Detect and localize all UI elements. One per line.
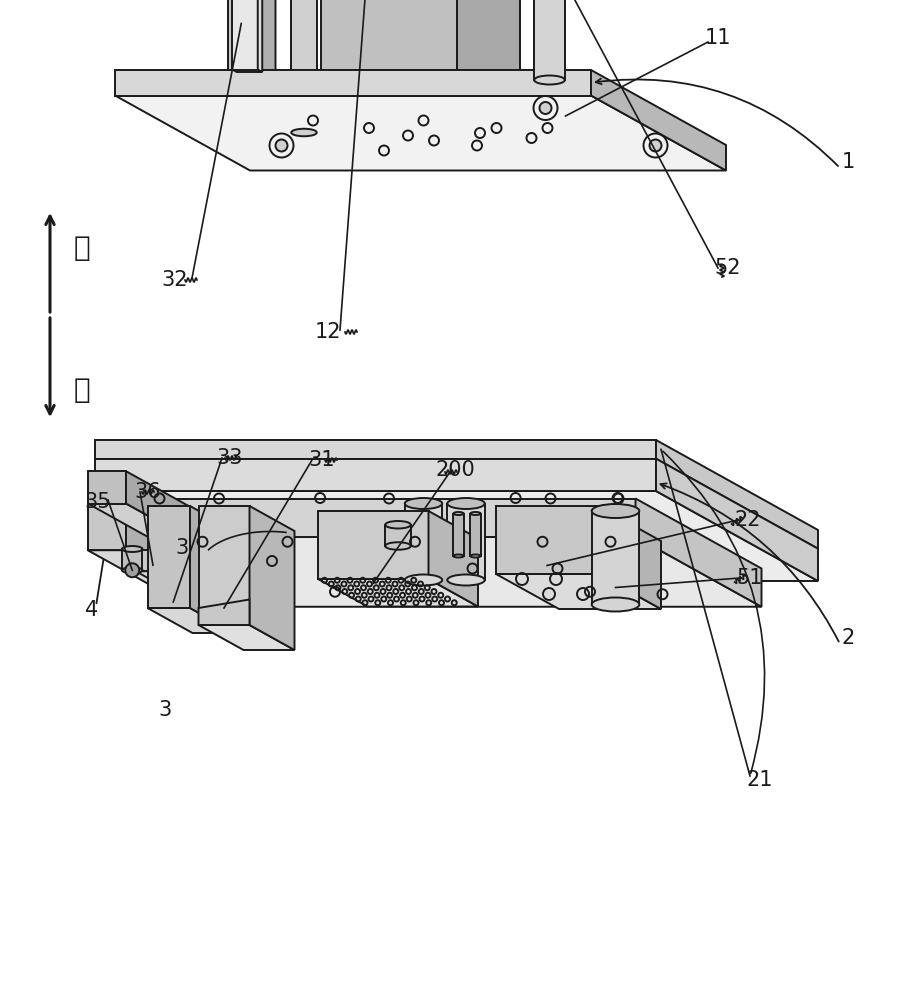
Polygon shape — [258, 0, 262, 72]
Polygon shape — [318, 511, 428, 579]
Polygon shape — [598, 506, 661, 609]
Polygon shape — [233, 70, 262, 72]
Ellipse shape — [592, 597, 639, 611]
Text: 51: 51 — [736, 568, 763, 588]
Ellipse shape — [385, 521, 410, 528]
Polygon shape — [656, 459, 818, 581]
Ellipse shape — [405, 574, 442, 585]
Text: 1: 1 — [841, 152, 855, 172]
Polygon shape — [109, 498, 636, 537]
Polygon shape — [198, 625, 295, 650]
Polygon shape — [701, 491, 717, 519]
Polygon shape — [115, 96, 726, 170]
Ellipse shape — [291, 129, 317, 136]
Polygon shape — [595, 491, 642, 510]
Polygon shape — [496, 574, 661, 609]
Polygon shape — [655, 491, 701, 510]
Polygon shape — [109, 537, 762, 607]
Ellipse shape — [592, 504, 639, 518]
Polygon shape — [291, 0, 317, 132]
Polygon shape — [190, 506, 235, 633]
Ellipse shape — [405, 498, 442, 509]
Text: 36: 36 — [135, 482, 162, 502]
Polygon shape — [147, 608, 235, 633]
Polygon shape — [198, 599, 250, 625]
Polygon shape — [321, 0, 457, 90]
Text: 33: 33 — [216, 448, 243, 468]
Polygon shape — [95, 440, 656, 459]
Ellipse shape — [447, 574, 485, 585]
Polygon shape — [95, 491, 818, 581]
Text: 32: 32 — [162, 270, 189, 290]
Polygon shape — [534, 0, 565, 80]
Ellipse shape — [447, 498, 485, 509]
Polygon shape — [595, 510, 657, 519]
Polygon shape — [228, 0, 262, 95]
Polygon shape — [385, 525, 410, 546]
Polygon shape — [428, 511, 478, 606]
Text: 3: 3 — [158, 700, 172, 720]
Ellipse shape — [122, 567, 143, 573]
Polygon shape — [447, 504, 485, 580]
Polygon shape — [136, 550, 162, 571]
Polygon shape — [115, 70, 591, 96]
Text: 35: 35 — [84, 492, 111, 512]
Polygon shape — [318, 579, 478, 606]
Polygon shape — [95, 459, 818, 549]
Polygon shape — [453, 514, 463, 556]
Text: 11: 11 — [705, 28, 731, 48]
Polygon shape — [122, 549, 143, 570]
Polygon shape — [405, 504, 442, 580]
Polygon shape — [136, 571, 189, 586]
Text: 52: 52 — [715, 258, 741, 278]
Polygon shape — [95, 459, 656, 491]
Text: 200: 200 — [436, 460, 475, 480]
Text: 22: 22 — [735, 510, 762, 530]
Polygon shape — [147, 506, 190, 608]
Text: 上: 上 — [74, 234, 91, 262]
Text: 31: 31 — [309, 450, 335, 470]
Polygon shape — [250, 506, 295, 650]
Ellipse shape — [453, 554, 463, 558]
Polygon shape — [162, 550, 189, 586]
Polygon shape — [642, 491, 657, 519]
Ellipse shape — [122, 546, 143, 552]
Text: 4: 4 — [85, 600, 99, 620]
Polygon shape — [321, 90, 520, 125]
Text: 2: 2 — [841, 628, 855, 648]
Text: 下: 下 — [74, 376, 91, 404]
Polygon shape — [126, 504, 216, 600]
Circle shape — [125, 563, 139, 577]
Circle shape — [276, 139, 287, 151]
Ellipse shape — [534, 76, 565, 85]
Text: 21: 21 — [747, 770, 773, 790]
Polygon shape — [496, 506, 598, 574]
Polygon shape — [262, 0, 276, 103]
Text: 3: 3 — [175, 538, 189, 558]
Circle shape — [540, 102, 551, 114]
Polygon shape — [88, 504, 216, 554]
Polygon shape — [591, 70, 726, 170]
Polygon shape — [636, 498, 762, 607]
Circle shape — [649, 139, 662, 151]
Ellipse shape — [471, 512, 480, 515]
Polygon shape — [88, 504, 126, 550]
Polygon shape — [126, 471, 216, 554]
Polygon shape — [228, 95, 276, 103]
Text: 12: 12 — [315, 322, 341, 342]
Polygon shape — [592, 511, 639, 604]
Polygon shape — [656, 440, 818, 549]
Polygon shape — [471, 514, 480, 556]
Ellipse shape — [471, 554, 480, 558]
Polygon shape — [655, 510, 717, 519]
Ellipse shape — [453, 512, 463, 515]
Polygon shape — [88, 550, 216, 600]
Polygon shape — [198, 506, 250, 625]
Ellipse shape — [385, 542, 410, 550]
Polygon shape — [233, 0, 258, 70]
Polygon shape — [457, 0, 520, 125]
Polygon shape — [88, 471, 126, 504]
